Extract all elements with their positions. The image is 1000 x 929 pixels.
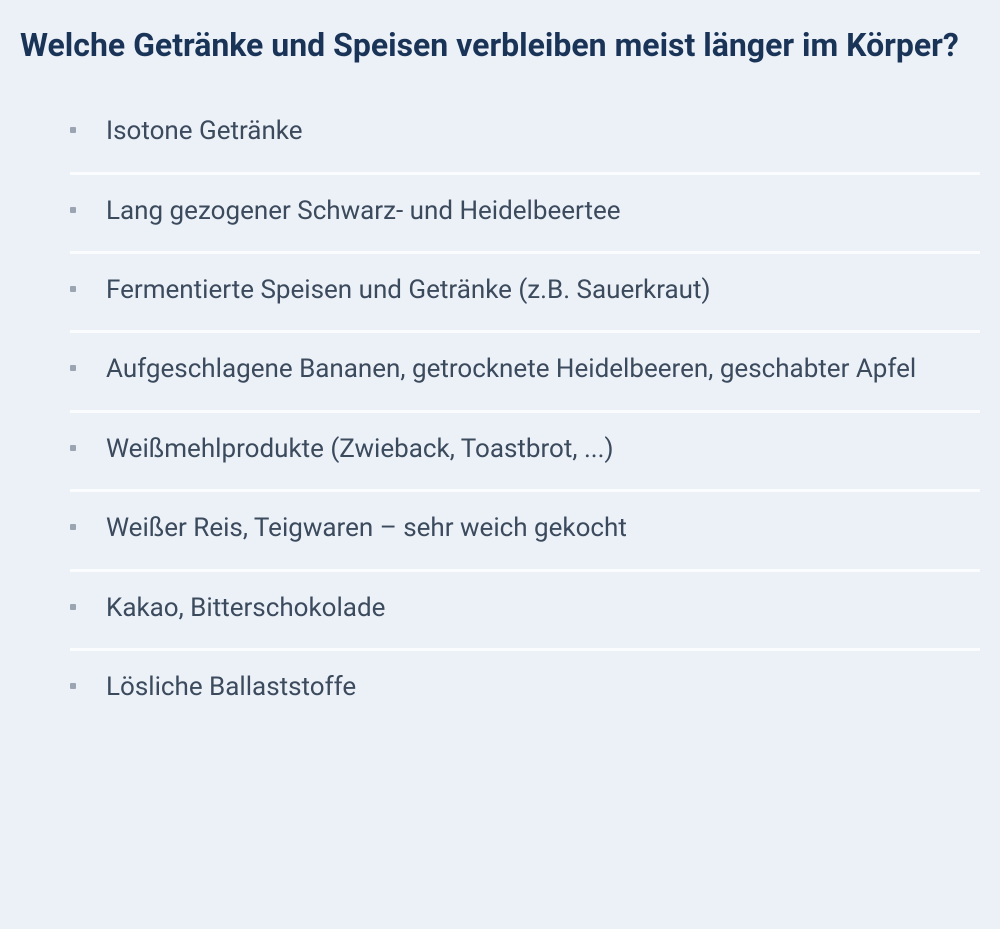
list-item: Lösliche Ballaststoffe — [70, 651, 980, 727]
list-item: Aufgeschlagene Bananen, getrocknete Heid… — [70, 333, 980, 412]
list-item: Lang gezogener Schwarz- und Heidelbeerte… — [70, 175, 980, 254]
list-item: Kakao, Bitterschokolade — [70, 572, 980, 651]
food-list: Isotone Getränke Lang gezogener Schwarz-… — [20, 95, 980, 727]
page-heading: Welche Getränke und Speisen verbleiben m… — [20, 24, 980, 67]
list-item: Fermentierte Speisen und Getränke (z.B. … — [70, 254, 980, 333]
list-item: Weißmehlprodukte (Zwieback, Toastbrot, .… — [70, 413, 980, 492]
list-item: Isotone Getränke — [70, 95, 980, 174]
list-item: Weißer Reis, Teigwaren – sehr weich geko… — [70, 492, 980, 571]
